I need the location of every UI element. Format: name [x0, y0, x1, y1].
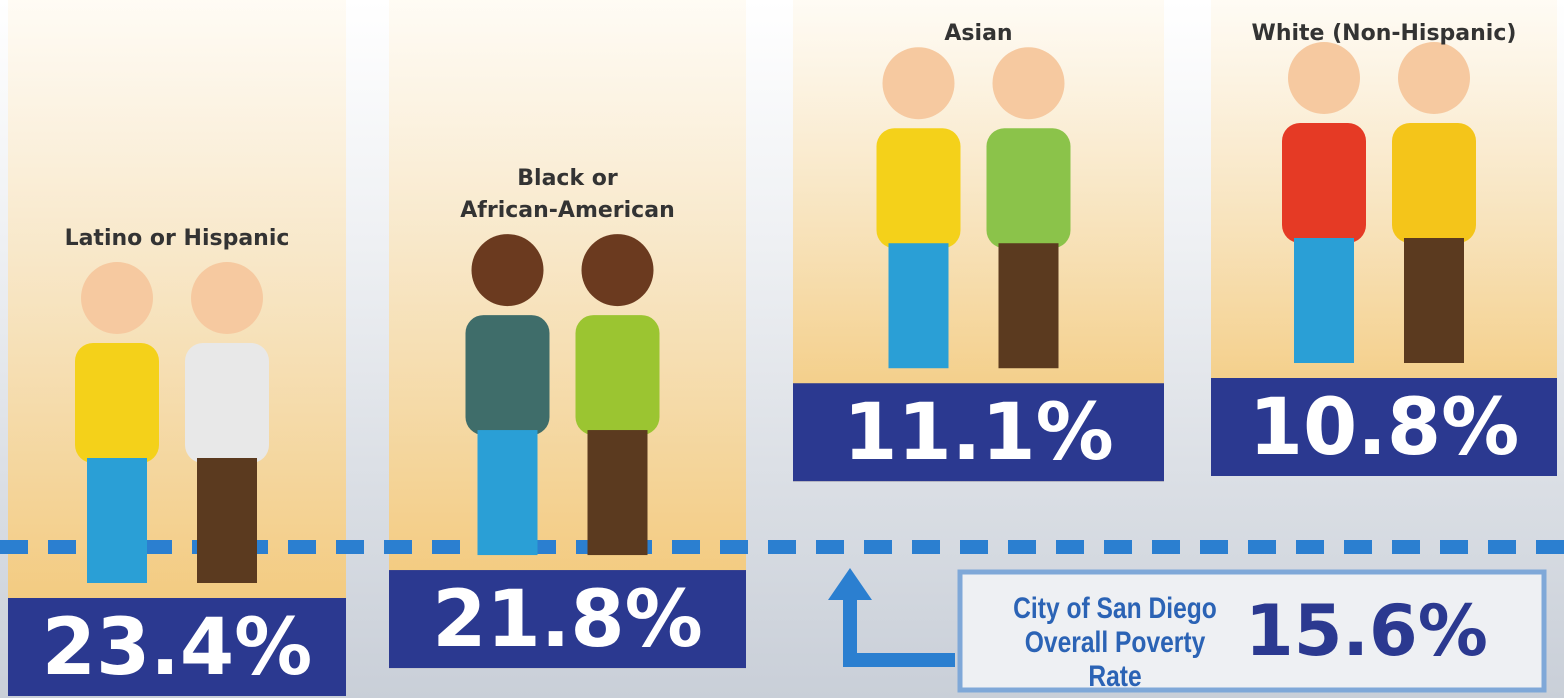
value-label: 23.4% — [42, 603, 313, 693]
people-illustration — [1282, 42, 1476, 363]
legs — [87, 458, 147, 583]
people-illustration — [876, 47, 1071, 369]
people-illustration — [75, 262, 269, 583]
reference-value: 15.6% — [1245, 590, 1488, 672]
head — [471, 234, 544, 307]
reference-box — [957, 569, 1547, 693]
arrow-line — [843, 600, 955, 667]
body — [986, 128, 1071, 249]
people-illustration — [465, 234, 660, 556]
value-label: 10.8% — [1249, 383, 1520, 473]
value-label: 11.1% — [843, 388, 1114, 478]
body — [465, 315, 550, 436]
column-background — [8, 0, 346, 696]
body — [75, 343, 159, 463]
head — [1288, 42, 1360, 114]
head — [992, 47, 1065, 120]
value-label: 21.8% — [432, 575, 703, 665]
reference-label: City of San Diego Overall Poverty Rate — [1013, 592, 1217, 693]
bar — [8, 598, 346, 696]
arrow-head — [828, 568, 872, 600]
category-label: Latino or Hispanic — [64, 226, 290, 251]
category-label: White (Non-Hispanic) — [1251, 21, 1517, 46]
legs — [888, 243, 949, 369]
head — [81, 262, 153, 334]
body — [1392, 123, 1476, 243]
head — [191, 262, 263, 334]
body — [185, 343, 269, 463]
legs — [477, 430, 538, 556]
legs — [1404, 238, 1464, 363]
body — [575, 315, 660, 436]
body — [876, 128, 961, 249]
column-background — [389, 0, 746, 669]
head — [581, 234, 654, 307]
head — [1398, 42, 1470, 114]
category-label: Asian — [944, 21, 1013, 46]
legs — [587, 430, 648, 556]
category-label: Black or African-American — [460, 166, 675, 224]
bar — [1211, 378, 1557, 476]
bar — [793, 383, 1164, 482]
bar — [389, 570, 746, 669]
legs — [998, 243, 1059, 369]
legs — [1294, 238, 1354, 363]
legs — [197, 458, 257, 583]
head — [882, 47, 955, 120]
body — [1282, 123, 1366, 243]
